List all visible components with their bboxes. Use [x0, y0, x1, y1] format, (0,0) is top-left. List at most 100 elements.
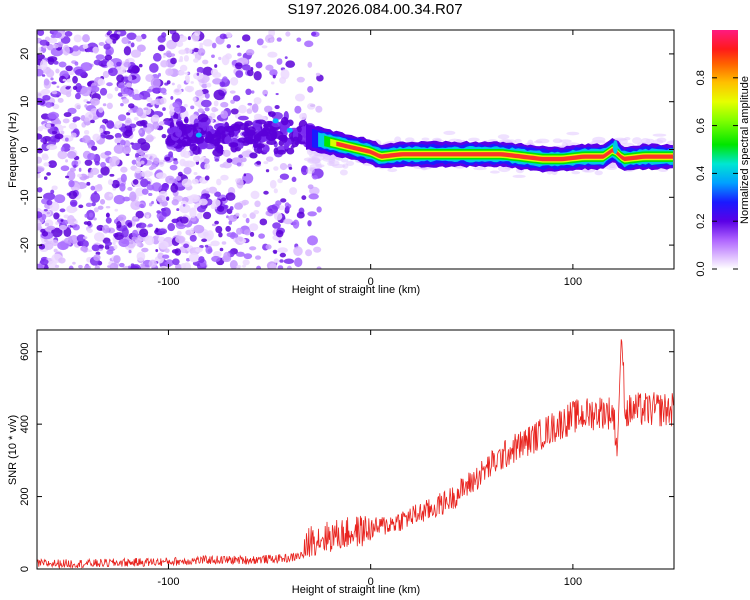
noise-blob	[164, 248, 170, 253]
x-tick-label: -100	[157, 576, 179, 588]
noise-blob	[279, 173, 290, 180]
noise-blob	[241, 64, 251, 71]
signal-blob	[269, 125, 276, 133]
haze-blob	[468, 137, 480, 142]
noise-blob	[192, 155, 201, 163]
noise-blob	[196, 72, 200, 76]
noise-blob	[131, 229, 139, 238]
noise-blob	[155, 227, 159, 233]
noise-blob	[249, 212, 256, 219]
noise-blob	[226, 158, 233, 163]
noise-blob	[51, 185, 58, 191]
noise-blob	[120, 220, 126, 226]
noise-blob	[284, 206, 290, 212]
noise-blob	[54, 133, 64, 140]
noise-blob	[152, 52, 162, 62]
noise-blob	[201, 83, 208, 89]
haze-blob	[489, 170, 500, 174]
noise-blob	[120, 139, 126, 146]
noise-blob	[108, 67, 118, 77]
noise-blob	[51, 81, 57, 85]
noise-blob	[182, 203, 186, 207]
noise-blob	[246, 69, 254, 77]
signal-blob	[238, 142, 244, 149]
haze-blob	[512, 174, 526, 178]
noise-blob	[190, 81, 194, 84]
noise-blob	[212, 199, 221, 207]
noise-blob	[50, 189, 55, 195]
signal-blob	[257, 130, 269, 137]
noise-blob	[150, 77, 161, 89]
noise-blob	[225, 31, 233, 38]
noise-blob	[293, 246, 303, 257]
noise-blob	[135, 210, 144, 219]
noise-blob	[132, 179, 139, 185]
noise-blob	[212, 71, 222, 78]
noise-blob	[60, 130, 65, 135]
noise-blob	[294, 105, 302, 114]
noise-blob	[230, 99, 236, 104]
noise-blob	[131, 159, 137, 165]
noise-blob	[97, 205, 104, 210]
noise-blob	[141, 247, 149, 253]
noise-blob	[294, 257, 303, 268]
noise-blob	[146, 88, 153, 93]
noise-blob	[158, 159, 165, 168]
noise-blob	[73, 161, 79, 165]
noise-blob	[151, 200, 154, 205]
noise-blob	[116, 61, 122, 67]
noise-blob	[98, 42, 105, 46]
noise-blob	[119, 182, 126, 192]
noise-blob	[191, 178, 199, 185]
noise-blob	[211, 106, 218, 113]
noise-blob	[136, 242, 141, 247]
noise-blob	[133, 216, 139, 220]
noise-blob	[47, 43, 54, 51]
snr-series	[37, 339, 674, 569]
noise-blob	[131, 236, 138, 241]
noise-blob	[307, 184, 314, 190]
noise-blob	[147, 223, 153, 228]
noise-blob	[150, 164, 157, 170]
noise-blob	[152, 87, 162, 94]
noise-blob	[39, 258, 49, 266]
noise-blob	[113, 194, 126, 205]
noise-blob	[171, 199, 179, 206]
noise-blob	[54, 194, 66, 204]
y-tick-label: -10	[19, 189, 31, 205]
noise-blob	[104, 150, 112, 156]
noise-blob	[275, 200, 282, 206]
noise-blob	[219, 247, 224, 252]
noise-blob	[136, 44, 146, 53]
noise-blob	[114, 208, 119, 212]
haze-blob	[565, 142, 580, 146]
noise-blob	[307, 103, 316, 110]
noise-blob	[102, 118, 109, 124]
noise-blob	[130, 200, 142, 211]
noise-blob	[123, 125, 133, 134]
noise-blob	[256, 265, 262, 269]
signal-spot	[195, 132, 202, 138]
noise-blob	[186, 86, 193, 93]
noise-blob	[211, 54, 215, 59]
noise-blob	[72, 85, 78, 90]
noise-blob	[277, 247, 288, 254]
noise-blob	[102, 103, 107, 107]
noise-blob	[74, 68, 86, 76]
noise-blob	[126, 112, 131, 116]
noise-blob	[104, 54, 113, 61]
noise-blob	[229, 206, 234, 211]
noise-blob	[135, 35, 143, 42]
signal-blob	[277, 149, 286, 155]
noise-blob	[102, 70, 110, 79]
haze-blob	[328, 160, 340, 167]
noise-blob	[76, 173, 82, 178]
noise-blob	[46, 172, 51, 176]
noise-blob	[106, 249, 114, 255]
noise-blob	[90, 167, 100, 175]
noise-blob	[47, 56, 58, 62]
noise-blob	[53, 248, 58, 253]
noise-blob	[279, 76, 287, 84]
snr-x-axis-label: Height of straight line (km)	[292, 584, 420, 596]
noise-blob	[41, 74, 46, 77]
